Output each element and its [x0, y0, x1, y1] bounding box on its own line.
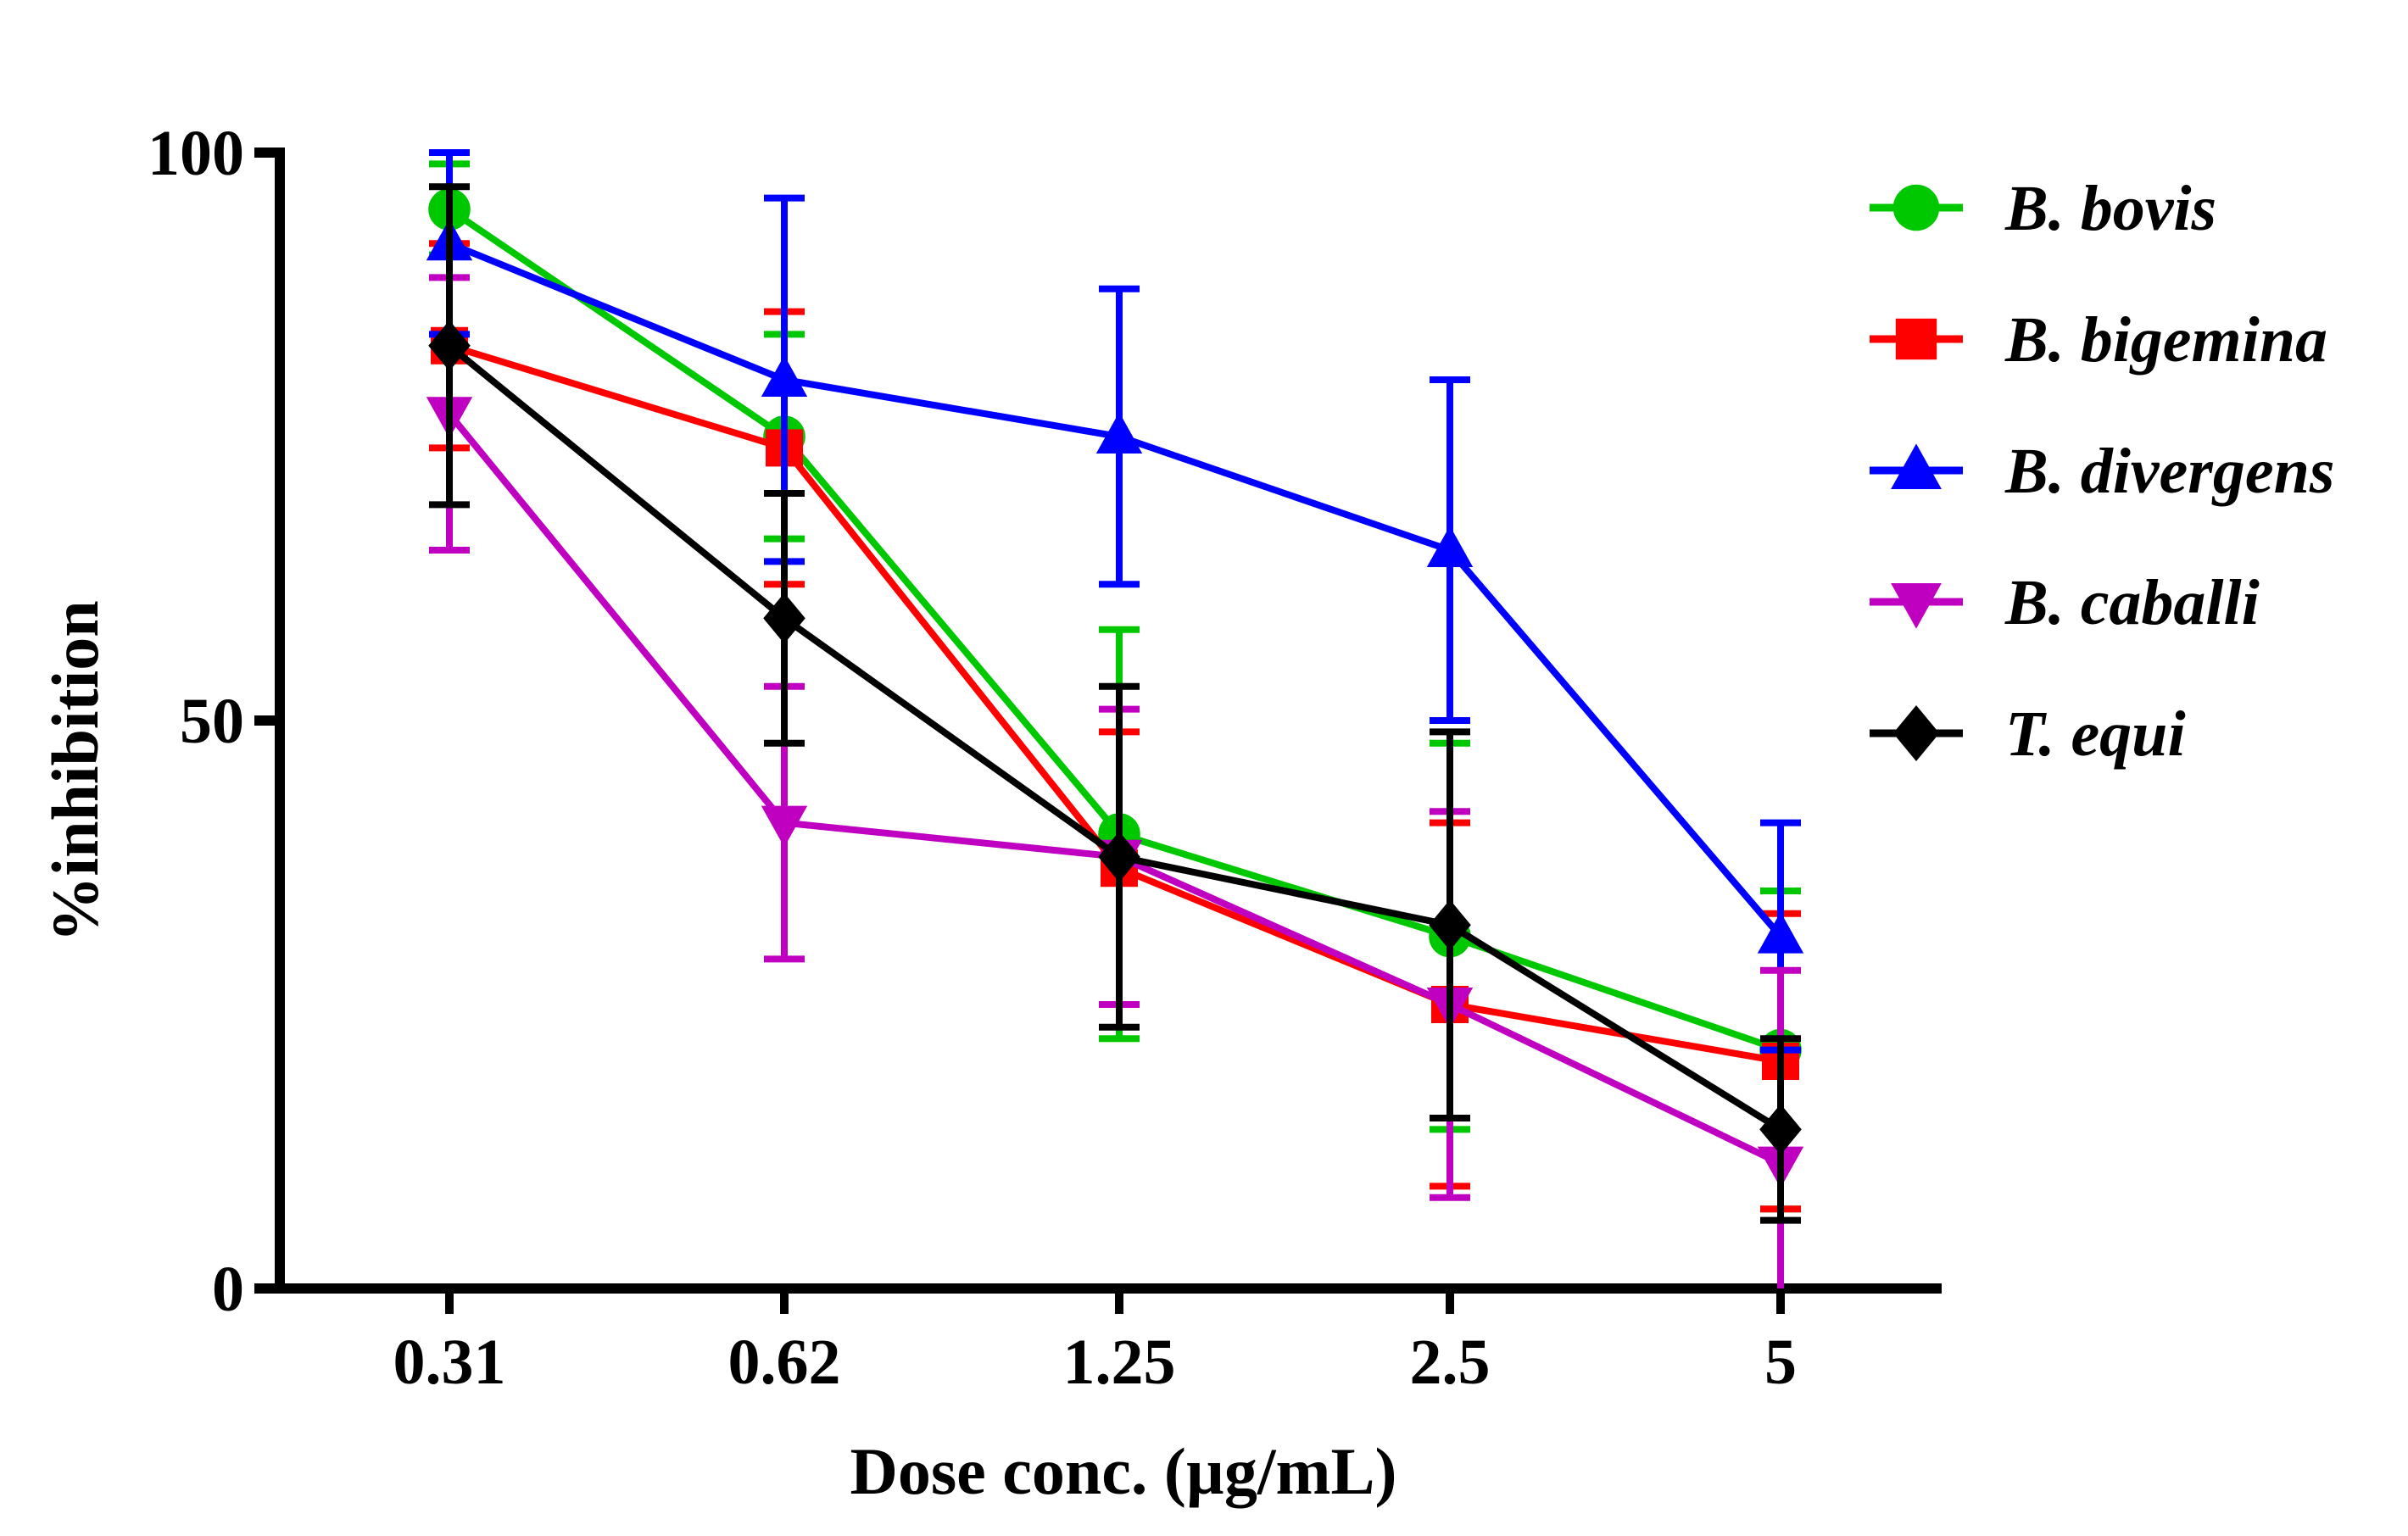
data-point: [1757, 911, 1804, 954]
axes: 0 50 100 0.31 0.62 1.25 2.5 5: [148, 118, 1942, 1398]
x-tick-label: 2.5: [1410, 1327, 1491, 1398]
series-line: [447, 342, 1783, 1133]
x-tick-label: 5: [1764, 1327, 1797, 1398]
series-b-bigemina: [429, 240, 1801, 1213]
data-point: [428, 320, 471, 371]
y-tick-label: 50: [180, 686, 244, 757]
data-point: [1098, 831, 1140, 882]
legend-entry: B. caballi: [1870, 567, 2260, 638]
x-tick-label: 1.25: [1063, 1327, 1176, 1398]
y-tick-label: 100: [148, 118, 244, 189]
data-point: [1429, 899, 1471, 951]
x-axis-title: Dose conc. (µg/mL): [850, 1434, 1397, 1508]
data-point: [1095, 412, 1143, 454]
data-point: [761, 355, 808, 397]
legend-entry: T. equi: [1870, 698, 2186, 770]
legend-label: B. bovis: [2004, 173, 2216, 244]
y-axis-title: %inhibition: [38, 600, 112, 942]
legend: B. bovis B. bigemina B. divergens B. caball…: [1870, 173, 2334, 770]
x-tick-label: 0.31: [393, 1327, 506, 1398]
legend-label: B. divergens: [2004, 436, 2334, 507]
legend-entry: B. divergens: [1870, 436, 2334, 507]
legend-entry: B. bovis: [1870, 173, 2216, 244]
legend-marker: [1895, 318, 1937, 360]
legend-marker: [1891, 583, 1942, 629]
data-point: [1426, 526, 1474, 567]
legend-label: B. caballi: [2004, 567, 2260, 638]
legend-label: T. equi: [2005, 698, 2186, 770]
legend-marker: [1892, 184, 1940, 231]
series-layer: [426, 149, 1804, 1288]
legend-entry: B. bigemina: [1870, 304, 2327, 376]
data-point: [763, 593, 805, 644]
series-b-divergens: [426, 149, 1804, 1054]
series-line: [446, 411, 1782, 1167]
y-tick-label: 0: [212, 1254, 244, 1325]
x-tick-label: 0.62: [728, 1327, 841, 1398]
legend-marker: [1891, 443, 1942, 489]
legend-marker: [1892, 705, 1940, 761]
series-t-equi: [428, 183, 1802, 1224]
data-point: [761, 805, 808, 848]
legend-label: B. bigemina: [2004, 304, 2327, 376]
data-point: [1759, 1104, 1802, 1155]
